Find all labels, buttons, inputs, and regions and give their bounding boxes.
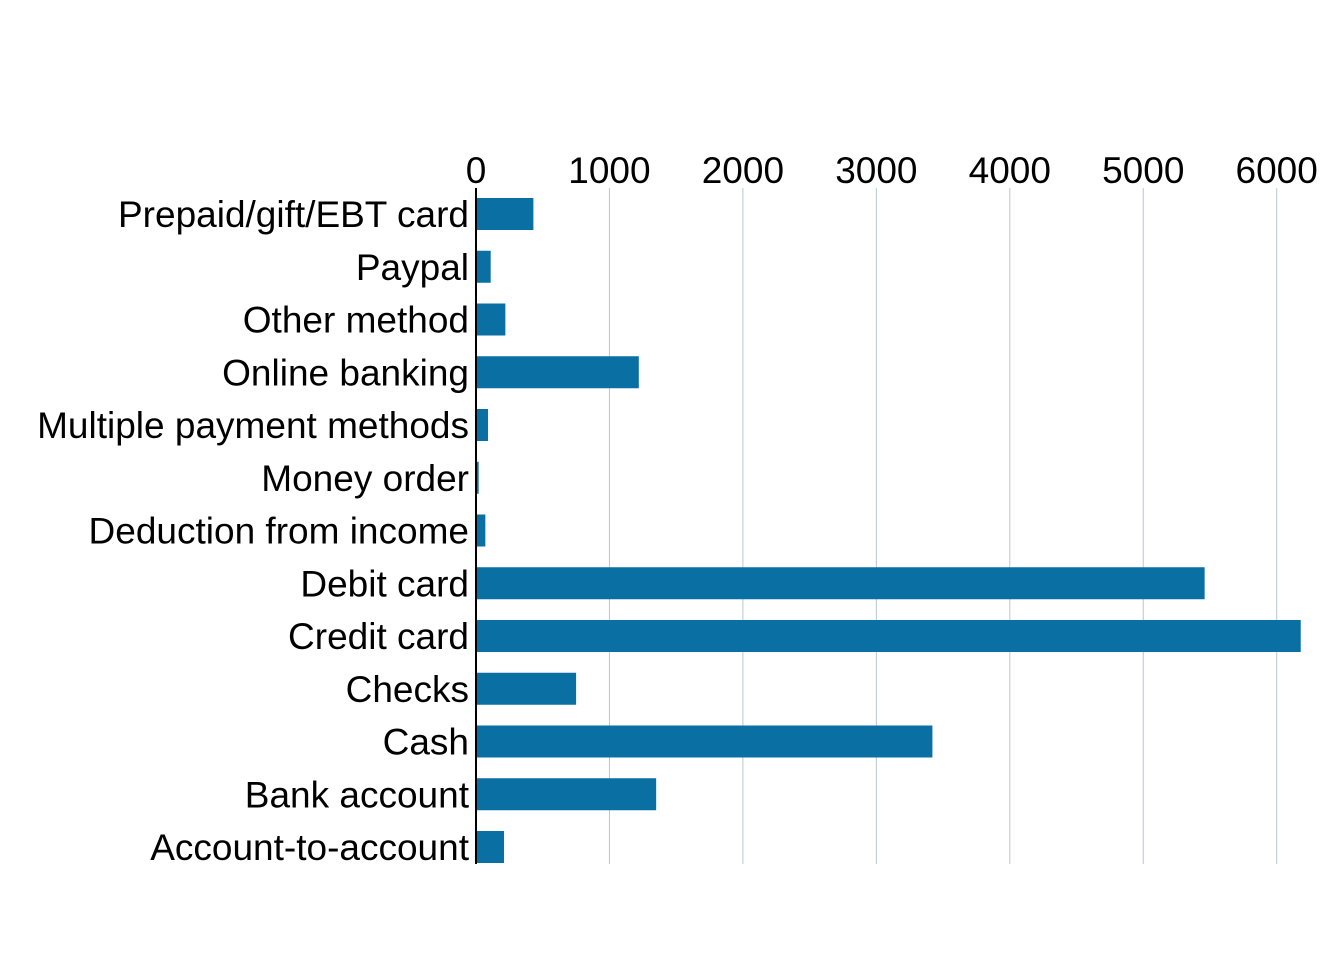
x-tick-label: 2000: [702, 150, 784, 191]
x-tick-label: 1000: [568, 150, 650, 191]
bar: [476, 620, 1301, 652]
category-label: Account-to-account: [150, 827, 470, 868]
x-tick-label: 3000: [835, 150, 917, 191]
category-label: Credit card: [288, 616, 469, 657]
category-label: Bank account: [245, 774, 470, 815]
bar: [476, 461, 479, 494]
bar: [476, 778, 657, 811]
category-label: Other method: [243, 300, 469, 341]
category-label: Multiple payment methods: [37, 405, 469, 446]
category-labels: Prepaid/gift/EBT card Paypal Other method O…: [37, 194, 470, 868]
x-axis-tick-labels: 0 1000 2000 3000 4000 5000 6000: [466, 150, 1318, 191]
category-label: Debit card: [300, 563, 469, 604]
x-tick-label: 4000: [969, 150, 1051, 191]
bars: [476, 198, 1301, 863]
category-label: Paypal: [356, 247, 469, 288]
category-label: Prepaid/gift/EBT card: [118, 194, 469, 235]
gridlines: [608, 188, 1278, 864]
category-label: Checks: [346, 669, 469, 710]
category-label: Online banking: [222, 352, 469, 393]
category-label: Cash: [383, 722, 469, 763]
bar: [476, 409, 489, 441]
bar: [476, 198, 534, 230]
bar: [476, 514, 486, 547]
bar: [476, 250, 491, 283]
bar: [476, 356, 639, 389]
x-tick-label: 5000: [1102, 150, 1184, 191]
bar: [476, 303, 506, 336]
bar: [476, 725, 933, 758]
bar: [476, 831, 505, 863]
bar: [476, 672, 577, 705]
x-tick-label: 6000: [1236, 150, 1318, 191]
category-label: Deduction from income: [89, 511, 469, 552]
category-label: Money order: [261, 458, 469, 499]
x-tick-label: 0: [466, 150, 487, 191]
bar: [476, 567, 1205, 600]
